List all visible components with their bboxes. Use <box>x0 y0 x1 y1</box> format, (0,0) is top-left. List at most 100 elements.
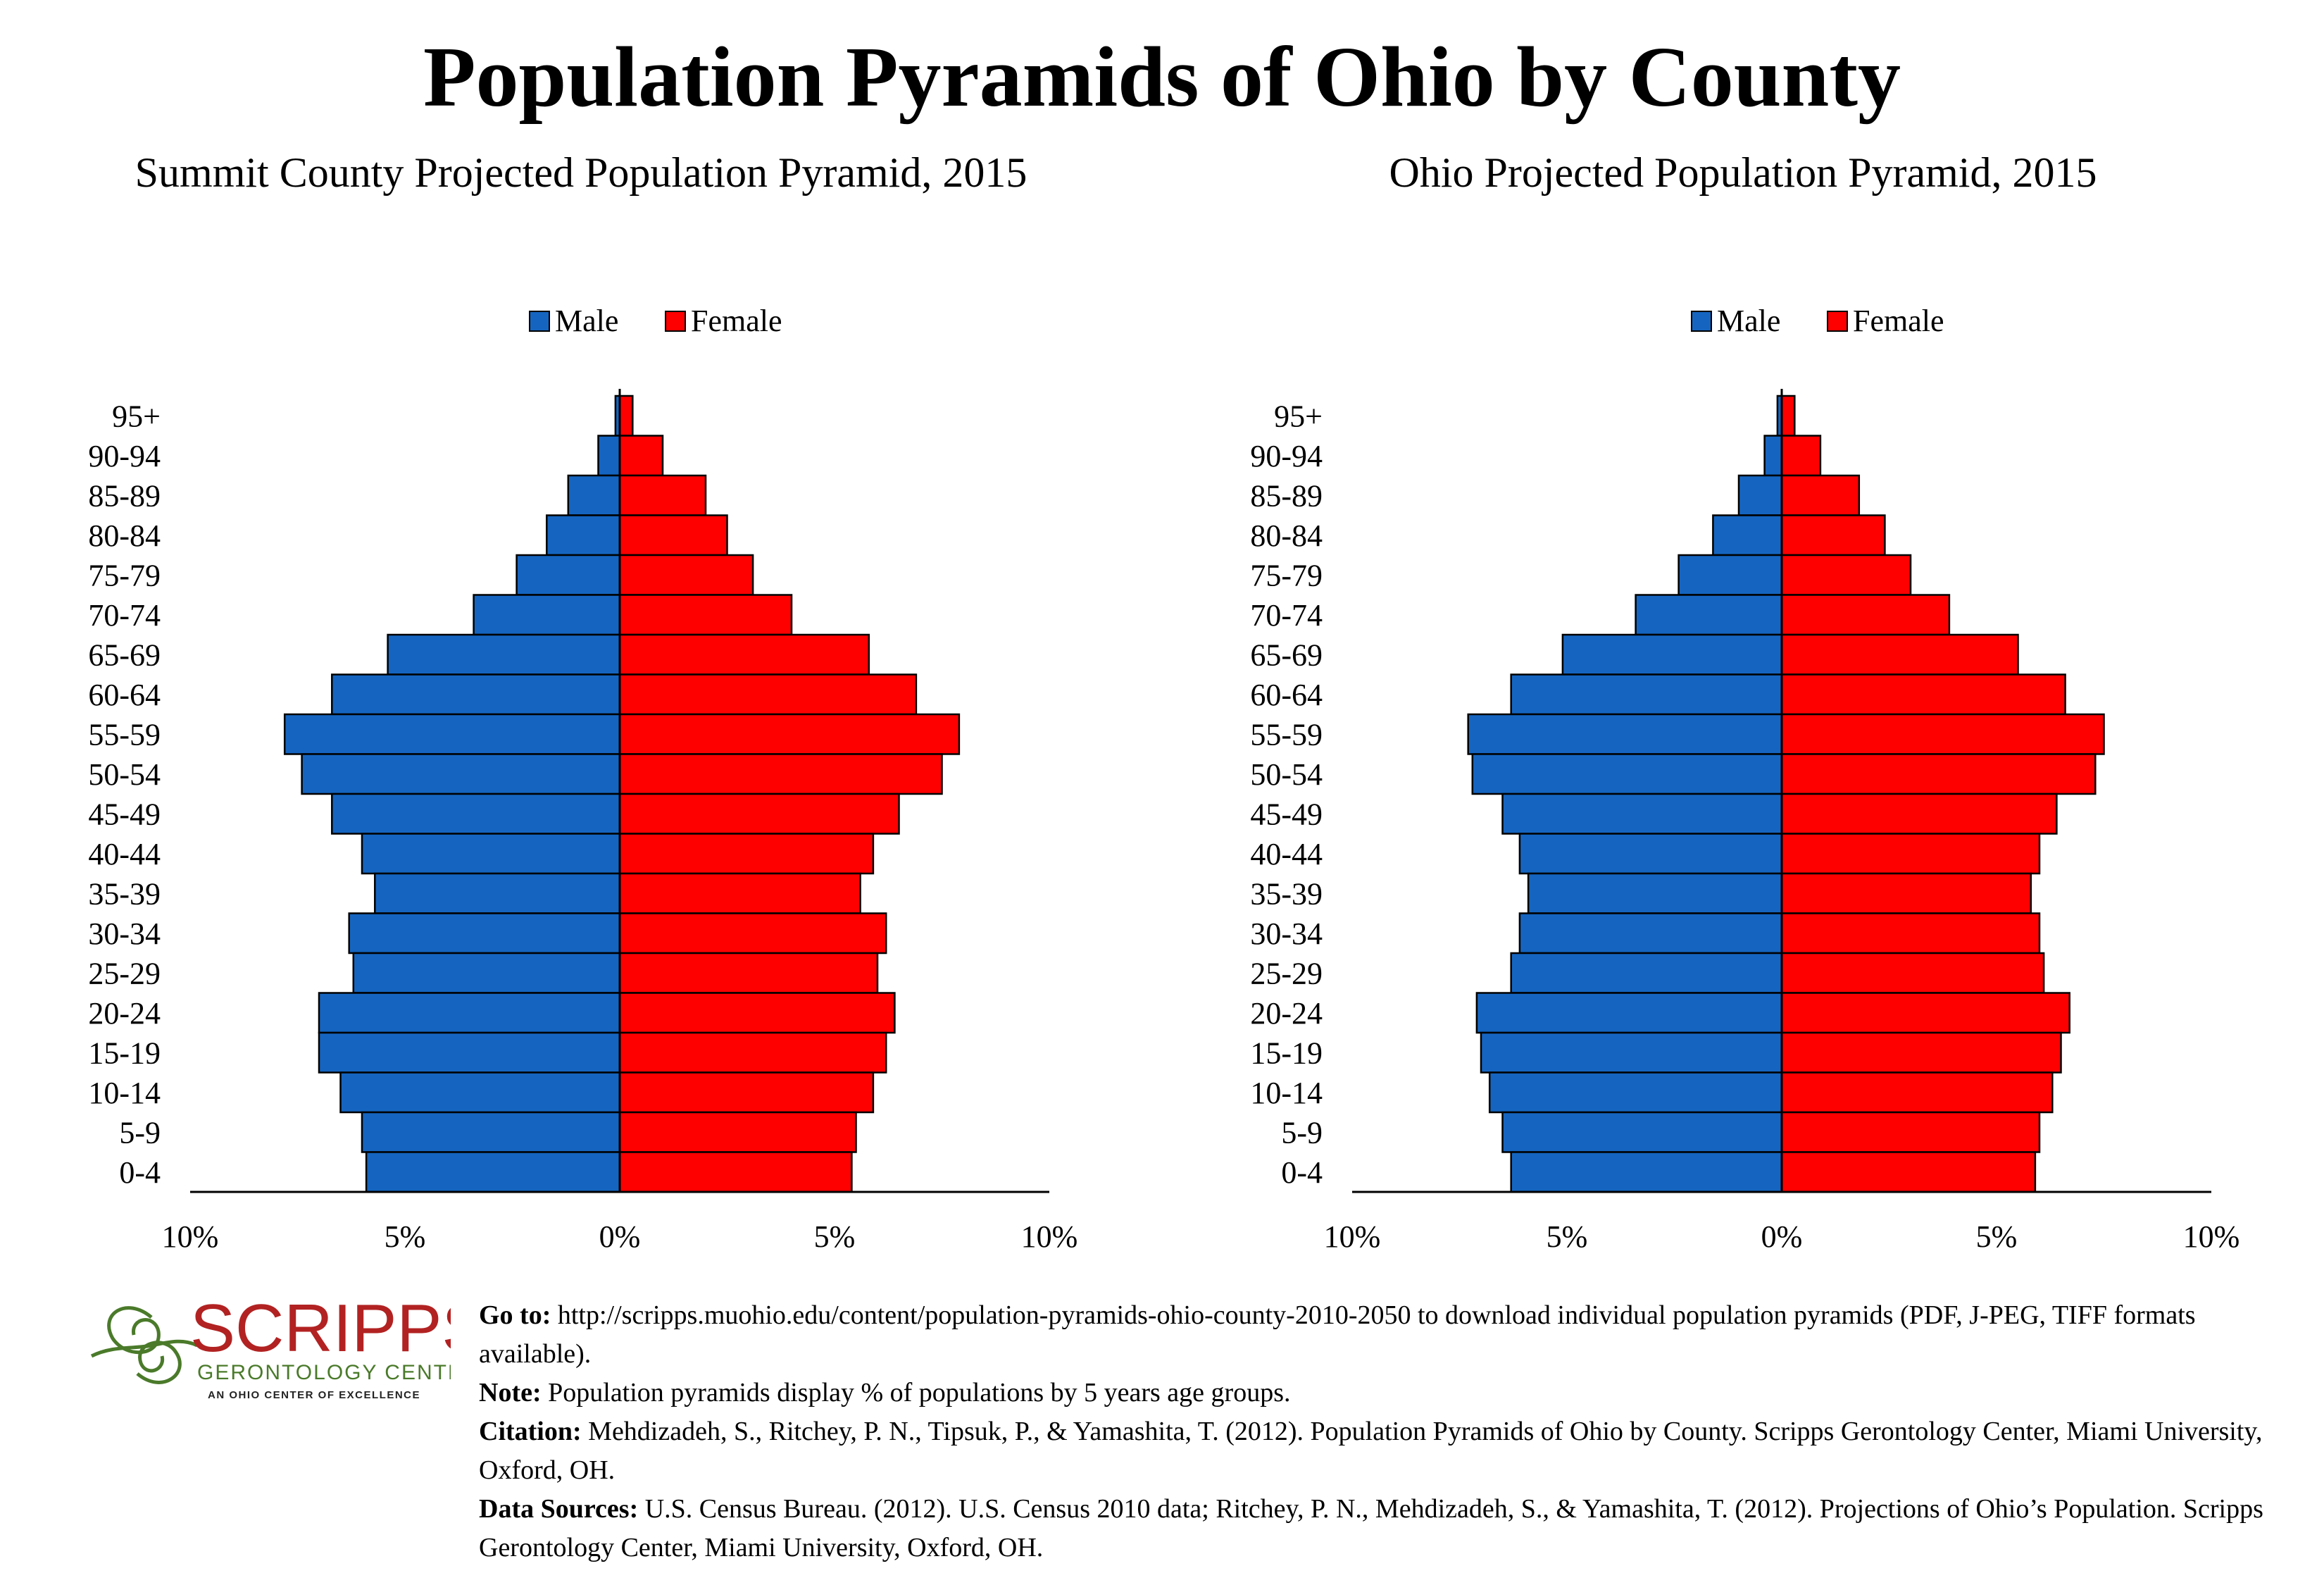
bar-male-20-24 <box>1475 992 1783 1034</box>
age-label: 90-94 <box>88 439 161 473</box>
ohio-pyramid-chart: Ohio Projected Population Pyramid, 2015 M… <box>1250 149 2239 1254</box>
age-label: 5-9 <box>119 1115 161 1150</box>
age-label: 85-89 <box>1250 478 1323 513</box>
legend-label-male: Male <box>1717 304 1780 338</box>
age-label: 0-4 <box>119 1155 161 1190</box>
age-label: 90-94 <box>1250 439 1323 473</box>
age-label: 30-34 <box>1250 916 1323 951</box>
age-label: 40-44 <box>1250 837 1323 871</box>
bar-female-5-9 <box>1780 1111 2041 1153</box>
bar-female-80-84 <box>1780 514 1886 557</box>
logo-tagline: AN OHIO CENTER OF EXCELLENCE <box>208 1389 420 1401</box>
goto-text: http://scripps.muohio.edu/content/popula… <box>479 1300 2196 1369</box>
footer-notes: Go to: http://scripps.muohio.edu/content… <box>479 1296 2303 1567</box>
age-label: 80-84 <box>1250 518 1323 553</box>
logo-name: SCRIPPS <box>190 1291 451 1366</box>
bar-female-35-39 <box>1780 872 2032 914</box>
bar-male-35-39 <box>1527 872 1783 914</box>
bar-male-65-69 <box>387 633 621 676</box>
age-label: 95+ <box>1274 399 1323 433</box>
x-tick-label: 5% <box>814 1219 856 1254</box>
bar-male-55-59 <box>1467 713 1783 755</box>
note-text: Population pyramids display % of populat… <box>541 1378 1291 1407</box>
chart-legend: Male Female <box>1691 304 1944 338</box>
bar-male-0-4 <box>365 1151 621 1193</box>
bar-male-5-9 <box>361 1111 621 1153</box>
x-tick-label: 0% <box>1761 1219 1803 1254</box>
x-tick-label: 5% <box>1976 1219 2018 1254</box>
age-label: 85-89 <box>88 478 161 513</box>
legend-swatch-male <box>1691 311 1712 332</box>
age-label: 45-49 <box>1250 797 1323 831</box>
legend-label-female: Female <box>1853 304 1944 338</box>
x-tick-label: 0% <box>599 1219 641 1254</box>
scripps-logo: SCRIPPS GERONTOLOGY CENTER AN OHIO CENTE… <box>90 1291 451 1401</box>
legend-swatch-male <box>529 311 550 332</box>
bar-female-80-84 <box>618 514 728 557</box>
bar-male-30-34 <box>348 912 621 955</box>
age-label: 50-54 <box>1250 757 1323 792</box>
bar-male-5-9 <box>1501 1111 1783 1153</box>
goto-label: Go to: <box>479 1300 551 1330</box>
bar-male-90-94 <box>597 435 621 477</box>
legend-swatch-female <box>1827 311 1848 332</box>
bar-male-10-14 <box>339 1071 621 1114</box>
age-label: 5-9 <box>1281 1115 1323 1150</box>
age-label: 20-24 <box>88 996 161 1031</box>
age-label: 75-79 <box>1250 558 1323 592</box>
age-label: 35-39 <box>1250 876 1323 911</box>
age-label: 15-19 <box>1250 1036 1323 1070</box>
bar-female-10-14 <box>618 1071 875 1114</box>
age-label: 55-59 <box>1250 717 1323 752</box>
age-label: 10-14 <box>1250 1076 1323 1110</box>
bar-male-50-54 <box>1471 753 1783 795</box>
age-label: 70-74 <box>1250 598 1323 633</box>
x-tick-label: 5% <box>385 1219 426 1254</box>
bar-female-45-49 <box>618 792 900 835</box>
footer-citation: Citation: Mehdizadeh, S., Ritchey, P. N.… <box>479 1412 2303 1490</box>
legend-swatch-female <box>665 311 686 332</box>
bar-female-70-74 <box>618 594 793 636</box>
bar-male-60-64 <box>1510 673 1783 716</box>
age-label: 45-49 <box>88 797 161 831</box>
x-tick-label: 10% <box>1324 1219 1381 1254</box>
chart-title: Summit County Projected Population Pyram… <box>135 149 1027 196</box>
summit-county-pyramid-chart: Summit County Projected Population Pyram… <box>88 149 1077 1254</box>
logo-swirl-icon <box>90 1306 199 1384</box>
bar-male-90-94 <box>1763 435 1783 477</box>
note-label: Note: <box>479 1378 542 1407</box>
bar-female-25-29 <box>1780 952 2045 994</box>
bar-female-45-49 <box>1780 792 2058 835</box>
bar-female-90-94 <box>618 435 664 477</box>
bar-male-40-44 <box>1518 833 1783 875</box>
age-label: 20-24 <box>1250 996 1323 1031</box>
bar-male-80-84 <box>546 514 621 557</box>
age-label: 60-64 <box>88 678 161 712</box>
bar-female-0-4 <box>1780 1151 2037 1193</box>
age-label: 75-79 <box>88 558 161 592</box>
page-title: Population Pyramids of Ohio by County <box>423 30 1901 125</box>
bar-male-85-89 <box>1737 474 1783 516</box>
bar-female-55-59 <box>1780 713 2105 755</box>
bar-male-45-49 <box>1501 792 1783 835</box>
bar-female-55-59 <box>618 713 961 755</box>
bar-male-15-19 <box>1480 1031 1783 1074</box>
age-label: 40-44 <box>88 837 161 871</box>
age-label: 25-29 <box>1250 956 1323 990</box>
bar-female-20-24 <box>1780 992 2070 1034</box>
chart-title: Ohio Projected Population Pyramid, 2015 <box>1389 149 2097 196</box>
x-tick-label: 10% <box>162 1219 219 1254</box>
footer-sources: Data Sources: U.S. Census Bureau. (2012)… <box>479 1490 2303 1567</box>
bar-female-70-74 <box>1780 594 1951 636</box>
bar-female-20-24 <box>618 992 896 1034</box>
footer-goto: Go to: http://scripps.muohio.edu/content… <box>479 1296 2303 1374</box>
age-label: 95+ <box>112 399 161 433</box>
bar-female-40-44 <box>1780 833 2041 875</box>
bar-female-50-54 <box>1780 753 2097 795</box>
bar-male-20-24 <box>318 992 621 1034</box>
bar-male-0-4 <box>1510 1151 1783 1193</box>
bar-female-15-19 <box>618 1031 887 1074</box>
bar-female-75-79 <box>618 554 754 596</box>
citation-text: Mehdizadeh, S., Ritchey, P. N., Tipsuk, … <box>479 1417 2263 1485</box>
bar-female-30-34 <box>618 912 887 955</box>
